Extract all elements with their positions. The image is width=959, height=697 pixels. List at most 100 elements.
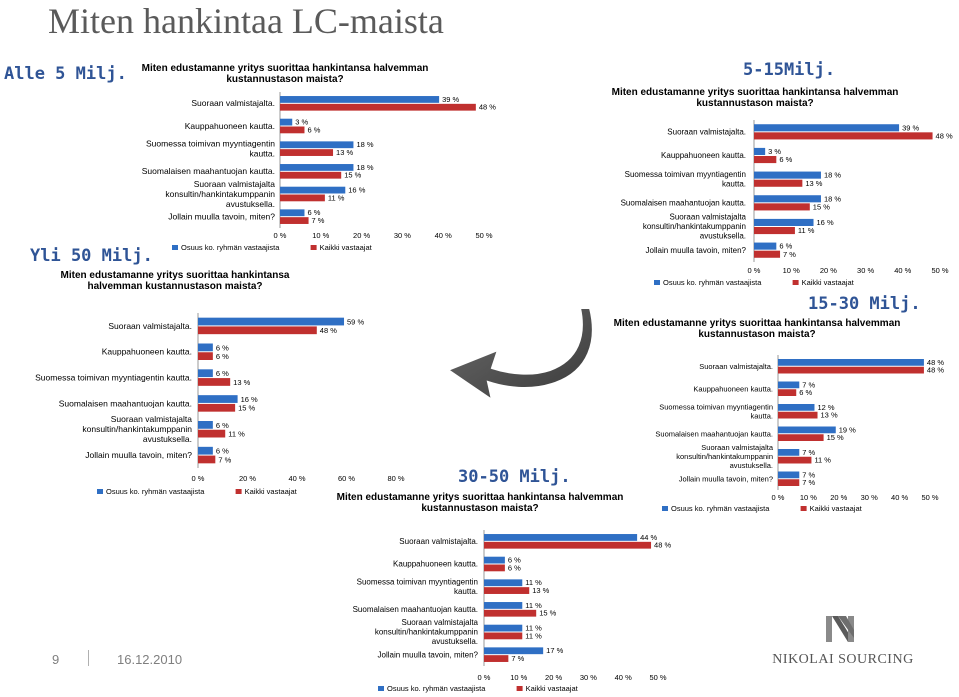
bar-group (484, 534, 638, 541)
bar-all (484, 587, 530, 594)
x-tick-label: 80 % (387, 474, 404, 483)
data-label: 18 % (356, 140, 373, 149)
legend-label: Osuus ko. ryhmän vastaajista (387, 684, 486, 693)
data-label: 3 % (295, 118, 308, 127)
category-label: avustuksella. (226, 199, 275, 209)
legend-swatch (800, 506, 807, 511)
x-tick-label: 30 % (861, 493, 878, 502)
bar-all (198, 455, 216, 464)
bar-all (754, 227, 795, 235)
x-tick-label: 50 % (649, 673, 666, 682)
category-label: kautta. (454, 587, 478, 596)
bar-all (280, 126, 305, 134)
legend-swatch (792, 280, 799, 285)
bar-group (754, 147, 766, 155)
bar-group (280, 164, 354, 171)
x-tick-label: 0 % (748, 266, 761, 275)
bar-all (484, 541, 652, 549)
bar-all (198, 429, 226, 438)
bar-all (484, 609, 537, 617)
category-label: konsultin/hankintakumppanin (82, 424, 192, 434)
bar-all (198, 378, 231, 386)
category-label: kautta. (750, 411, 773, 420)
bar-all (778, 456, 812, 464)
data-label: 11 % (525, 631, 542, 640)
data-label: 7 % (802, 470, 815, 479)
data-label: 6 % (307, 125, 320, 134)
data-label: 18 % (824, 194, 841, 203)
footer-divider (88, 650, 89, 666)
x-tick-label: 40 % (615, 673, 632, 682)
bar-all (280, 217, 309, 224)
legend-label: Osuus ko. ryhmän vastaajista (671, 504, 770, 513)
data-label: 48 % (654, 541, 671, 550)
data-label: 6 % (799, 388, 812, 397)
data-label: 39 % (442, 95, 459, 104)
bar-group (778, 359, 924, 366)
legend-swatch (654, 280, 660, 285)
legend-label: Kaikki vastaajat (245, 487, 298, 496)
data-label: 18 % (824, 171, 841, 180)
bar-group (280, 186, 346, 194)
bar-all (778, 479, 800, 486)
logo-mark-icon (826, 616, 854, 642)
company-logo: NIKOLAI SOURCING (768, 612, 918, 672)
legend-label: Kaikki vastaajat (526, 684, 579, 693)
data-label: 11 % (798, 226, 815, 235)
bar-all (754, 179, 803, 187)
bar-all (754, 132, 933, 140)
bar-group (778, 404, 815, 411)
data-label: 6 % (508, 556, 521, 565)
data-label: 11 % (328, 193, 345, 202)
category-label: kautta. (722, 180, 746, 189)
data-label: 7 % (218, 455, 231, 464)
data-label: 17 % (546, 646, 563, 655)
x-tick-label: 20 % (830, 493, 847, 502)
category-label: Kauppahuoneen kautta. (102, 347, 192, 357)
data-label: 13 % (805, 179, 822, 188)
category-label: Suomalaisen maahantuojan kautta. (621, 199, 746, 208)
category-label: konsultin/hankintakumppanin (643, 222, 746, 231)
bar-group (198, 421, 213, 429)
legend-swatch (378, 686, 384, 691)
segment-label-5-15: 5-15Milj. (743, 60, 836, 80)
data-label: 6 % (779, 242, 792, 251)
data-label: 44 % (640, 533, 657, 542)
data-label: 16 % (348, 186, 365, 195)
bar-group (778, 381, 800, 389)
bar-all (280, 194, 325, 202)
bar-all (280, 171, 342, 179)
curved-arrow-icon (445, 307, 594, 403)
category-label: Suoraan valmistajalta. (667, 128, 746, 137)
bar-all (198, 326, 317, 335)
bar-group (280, 141, 354, 149)
category-label: Kauppahuoneen kautta. (661, 151, 746, 160)
bar-group (484, 624, 523, 632)
chart-title-alle-5: Miten edustamanne yritys suorittaa hanki… (141, 63, 429, 85)
bar-group (280, 96, 440, 103)
category-label: avustuksella. (143, 434, 192, 444)
x-tick-label: 40 % (435, 231, 452, 240)
bar-group (198, 369, 213, 378)
bar-all (198, 403, 236, 412)
bar-group (754, 171, 821, 179)
legend-swatch (310, 245, 317, 250)
category-label: Suoraan valmistajalta (701, 443, 774, 452)
logo-text: NIKOLAI SOURCING (772, 652, 914, 667)
category-label: Suomessa toimivan myyntiagentin (659, 402, 773, 411)
category-label: Kauppahuoneen kautta. (393, 560, 478, 569)
category-label: konsultin/hankintakumppanin (676, 452, 773, 461)
data-label: 15 % (813, 202, 830, 211)
data-label: 6 % (216, 352, 229, 361)
data-label: 15 % (344, 171, 361, 180)
bar-group (484, 579, 523, 587)
data-label: 6 % (508, 563, 521, 572)
x-tick-label: 40 % (891, 493, 908, 502)
category-label: Kauppahuoneen kautta. (693, 384, 773, 393)
category-label: Jollain muulla tavoin, miten? (168, 212, 275, 222)
x-tick-label: 40 % (288, 474, 305, 483)
x-tick-label: 20 % (545, 673, 562, 682)
data-label: 11 % (525, 601, 542, 610)
